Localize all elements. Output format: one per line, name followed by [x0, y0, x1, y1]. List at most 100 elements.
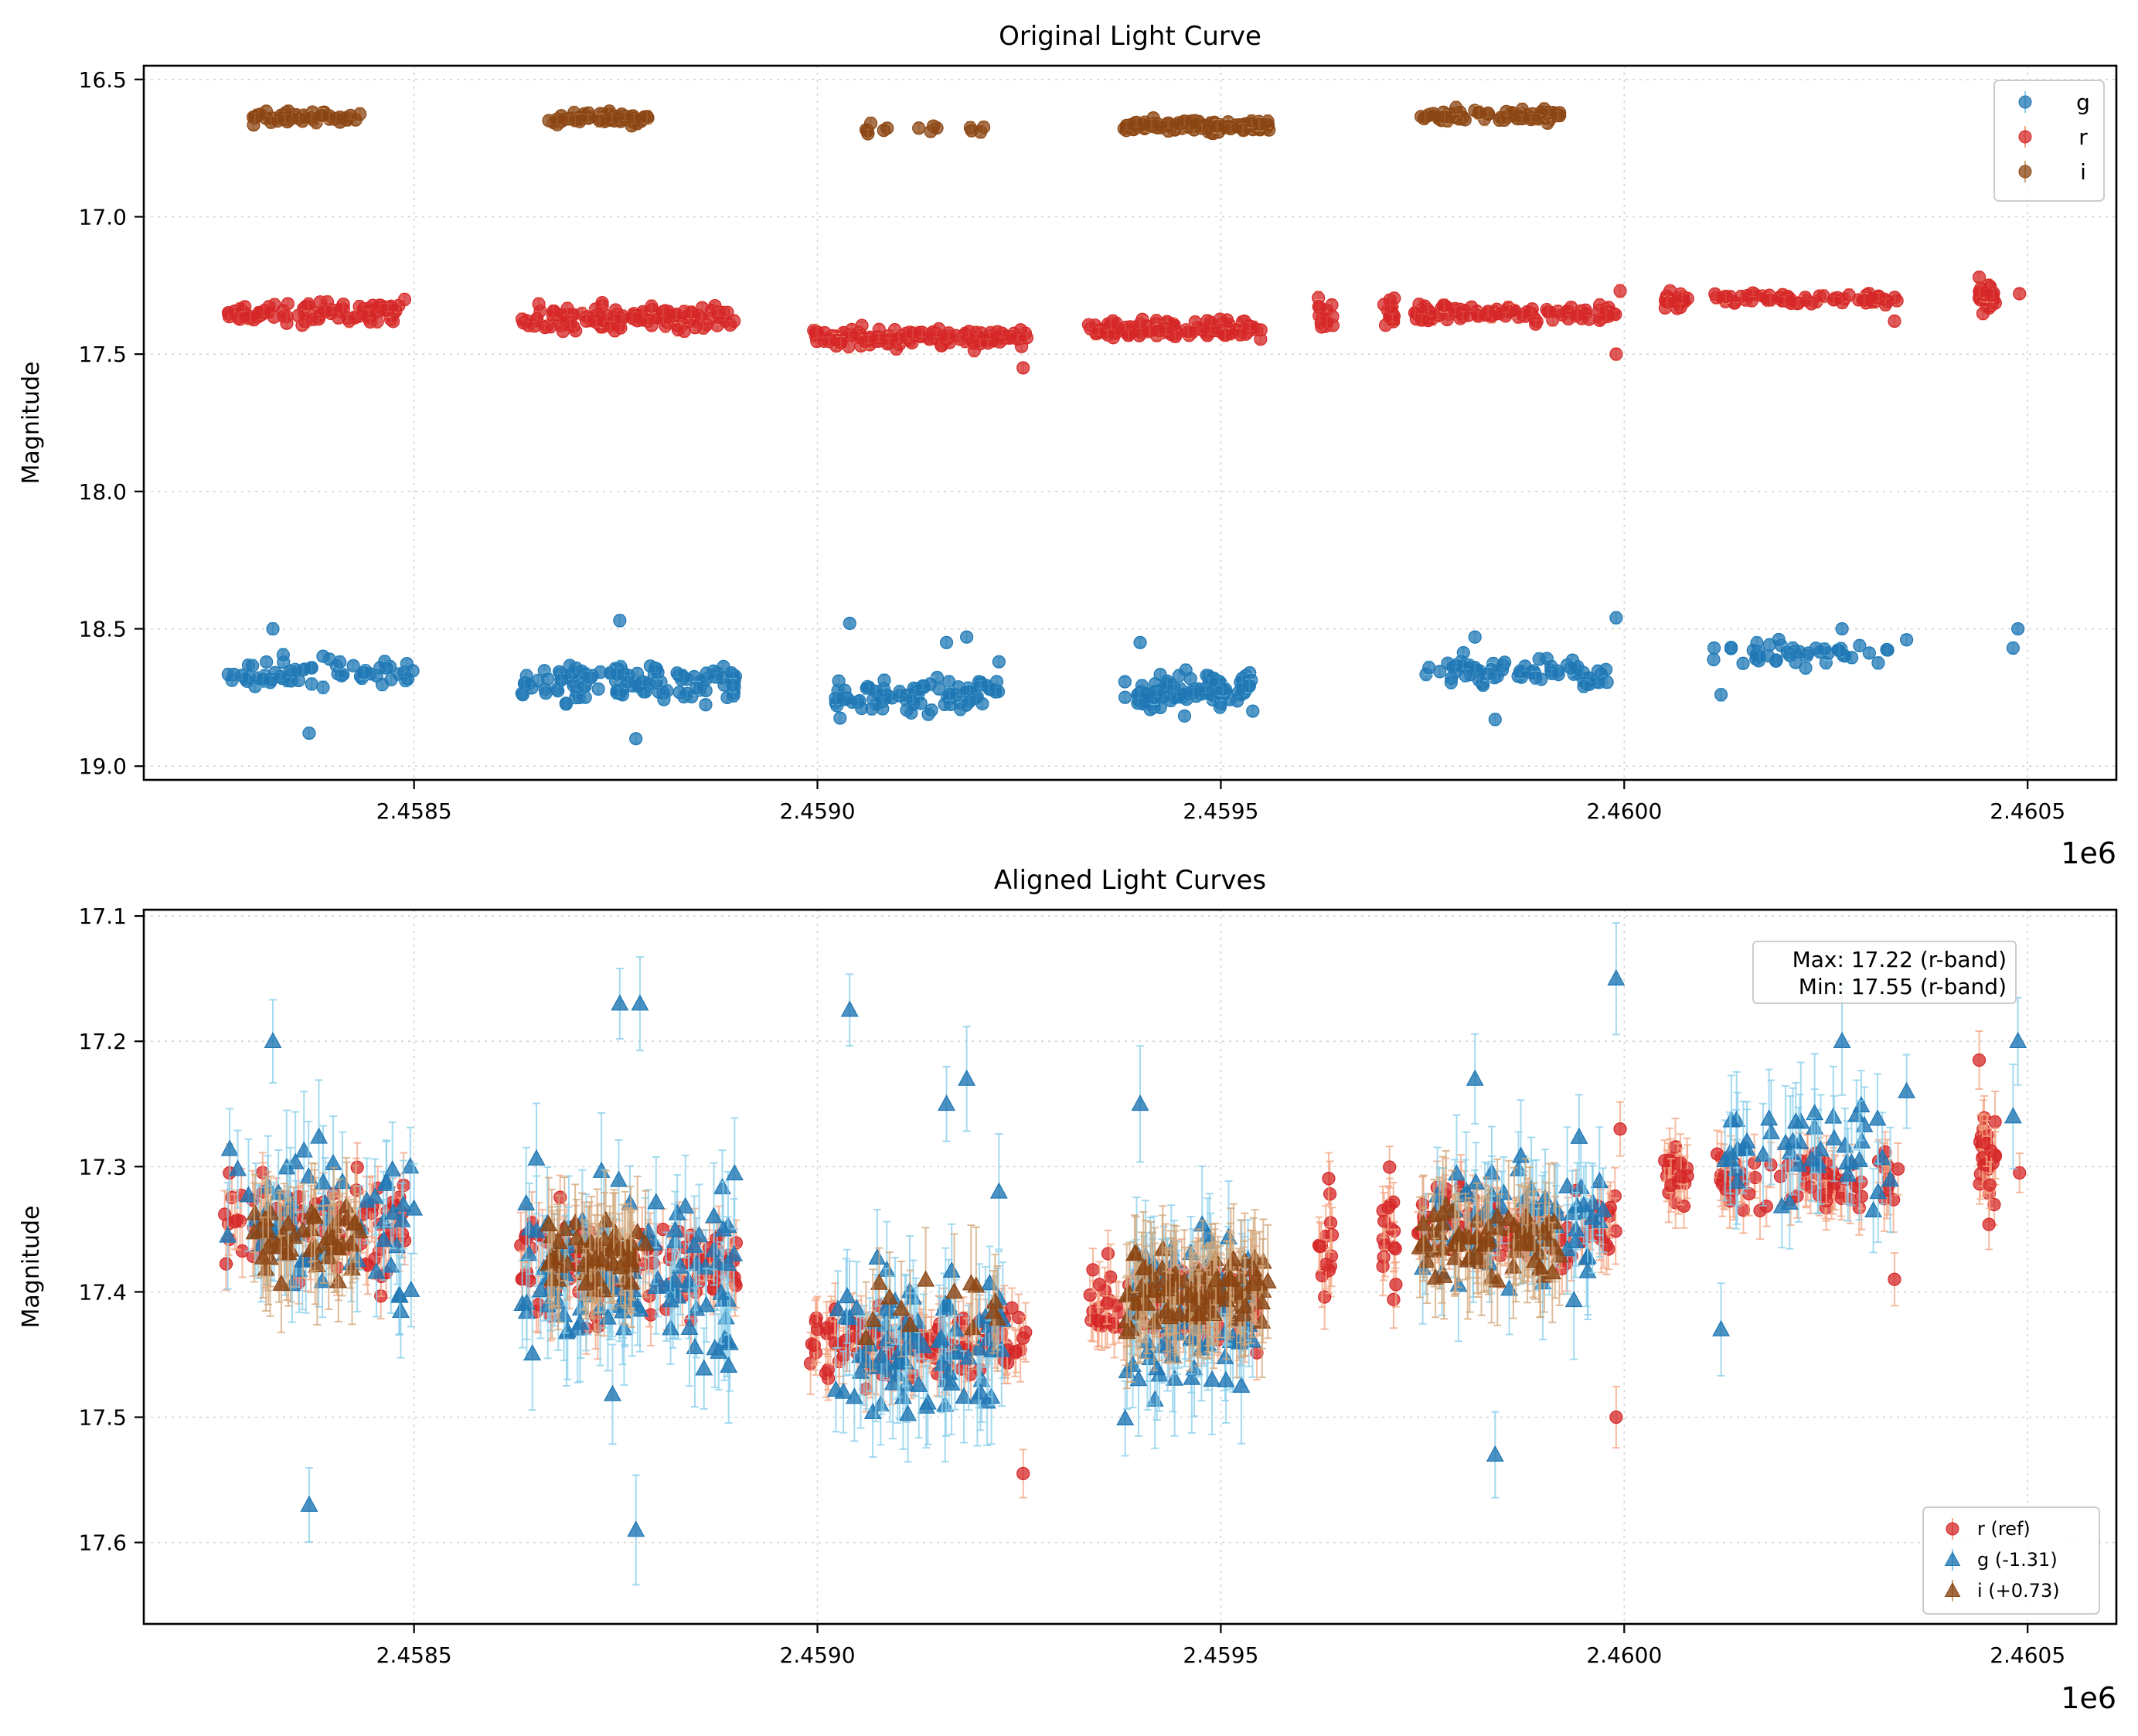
data-point [1459, 669, 1472, 682]
data-point [833, 711, 847, 725]
data-point [635, 675, 649, 689]
data-point [1880, 642, 1894, 657]
data-point [1609, 611, 1623, 625]
data-point [717, 659, 730, 673]
data-point [1203, 323, 1217, 337]
data-point [1878, 298, 1892, 311]
data-point [1118, 690, 1132, 704]
data-point [960, 630, 974, 644]
data-point [851, 695, 865, 709]
data-point [1218, 328, 1232, 342]
data-point [517, 676, 532, 690]
data-point [810, 325, 825, 339]
data-point [1888, 314, 1901, 328]
data-point [266, 621, 280, 636]
data-point [2013, 287, 2027, 301]
data-point [834, 336, 848, 350]
data-point [556, 325, 570, 339]
data-point [973, 677, 988, 692]
data-point [397, 665, 411, 679]
data-point [1177, 709, 1192, 723]
data-point [1804, 297, 1818, 311]
data-point [316, 680, 330, 694]
data-point [1591, 664, 1605, 678]
data-point [1719, 290, 1733, 304]
data-point [1213, 312, 1227, 326]
data-point [569, 691, 583, 705]
data-point [1254, 323, 1268, 337]
data-point [696, 321, 710, 335]
data-point [1488, 713, 1502, 727]
data-point [1871, 656, 1885, 670]
data-point [1385, 311, 1400, 325]
data-point [322, 109, 336, 123]
data-point [1223, 693, 1237, 706]
data-point [1456, 309, 1470, 323]
data-point [331, 667, 345, 681]
data-point [1181, 325, 1195, 339]
data-point [538, 321, 552, 335]
data-point [1164, 693, 1178, 708]
data-point [914, 696, 928, 710]
data-point [842, 328, 856, 342]
data-point [881, 335, 895, 349]
data-marks [221, 100, 2027, 746]
data-point [1532, 652, 1546, 666]
data-point [1243, 320, 1257, 334]
data-point [726, 678, 740, 692]
data-point [1199, 682, 1213, 696]
data-point [670, 666, 684, 680]
data-point [962, 695, 976, 709]
data-point [1576, 665, 1590, 679]
data-point [1541, 305, 1555, 319]
data-point [1213, 700, 1227, 714]
data-point [280, 309, 294, 324]
data-point [316, 649, 330, 663]
data-point [1179, 663, 1193, 677]
data-point [1862, 646, 1876, 660]
data-point [843, 616, 856, 631]
data-point [346, 659, 360, 672]
data-point [380, 661, 393, 675]
data-point [281, 297, 294, 311]
data-point [1150, 686, 1164, 700]
data-point [1900, 633, 1914, 647]
data-point [302, 726, 316, 740]
data-point [1842, 288, 1856, 302]
data-point [900, 703, 914, 717]
data-point [649, 661, 662, 676]
data-point [1582, 312, 1596, 326]
data-point [1159, 323, 1173, 337]
data-point [1133, 635, 1147, 649]
data-point [1762, 638, 1777, 652]
data-point [600, 308, 614, 323]
data-point [992, 655, 1006, 669]
data-point [1571, 308, 1585, 322]
data-point [832, 674, 846, 688]
data-point [363, 315, 377, 329]
data-point [276, 648, 290, 662]
data-point [291, 308, 305, 323]
data-point [1783, 648, 1797, 662]
data-point [1528, 671, 1543, 685]
data-point [708, 670, 723, 684]
data-point [538, 682, 552, 696]
data-point [242, 670, 256, 684]
data-point [1529, 317, 1543, 331]
data-point [1600, 676, 1614, 689]
data-point [995, 326, 1009, 340]
data-point [932, 682, 946, 696]
data-point [516, 688, 529, 702]
data-point [1445, 671, 1459, 686]
data-point [1118, 675, 1132, 689]
data-point [869, 684, 883, 698]
data-point [1415, 313, 1428, 327]
data-point [2006, 641, 2020, 655]
data-point [861, 332, 876, 346]
data-point [689, 681, 703, 695]
data-point [1799, 661, 1813, 675]
data-point [1609, 347, 1623, 361]
data-point [1481, 305, 1495, 318]
data-point [264, 115, 278, 129]
